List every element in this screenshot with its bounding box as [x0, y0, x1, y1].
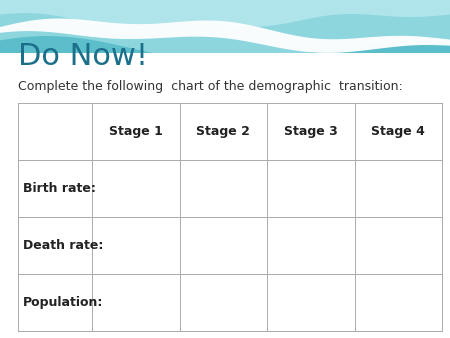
- Text: Stage 1: Stage 1: [109, 125, 163, 138]
- Text: Stage 3: Stage 3: [284, 125, 338, 138]
- Polygon shape: [0, 0, 450, 78]
- Text: Complete the following  chart of the demographic  transition:: Complete the following chart of the demo…: [18, 80, 403, 93]
- Polygon shape: [0, 0, 450, 59]
- Text: Birth rate:: Birth rate:: [23, 182, 96, 195]
- Text: Stage 4: Stage 4: [371, 125, 425, 138]
- FancyBboxPatch shape: [0, 53, 450, 338]
- Polygon shape: [0, 0, 450, 27]
- Text: Population:: Population:: [23, 296, 104, 309]
- Text: Death rate:: Death rate:: [23, 239, 104, 252]
- FancyBboxPatch shape: [18, 103, 442, 331]
- Text: Stage 2: Stage 2: [197, 125, 250, 138]
- Text: Do Now!: Do Now!: [18, 42, 148, 71]
- Polygon shape: [0, 19, 450, 53]
